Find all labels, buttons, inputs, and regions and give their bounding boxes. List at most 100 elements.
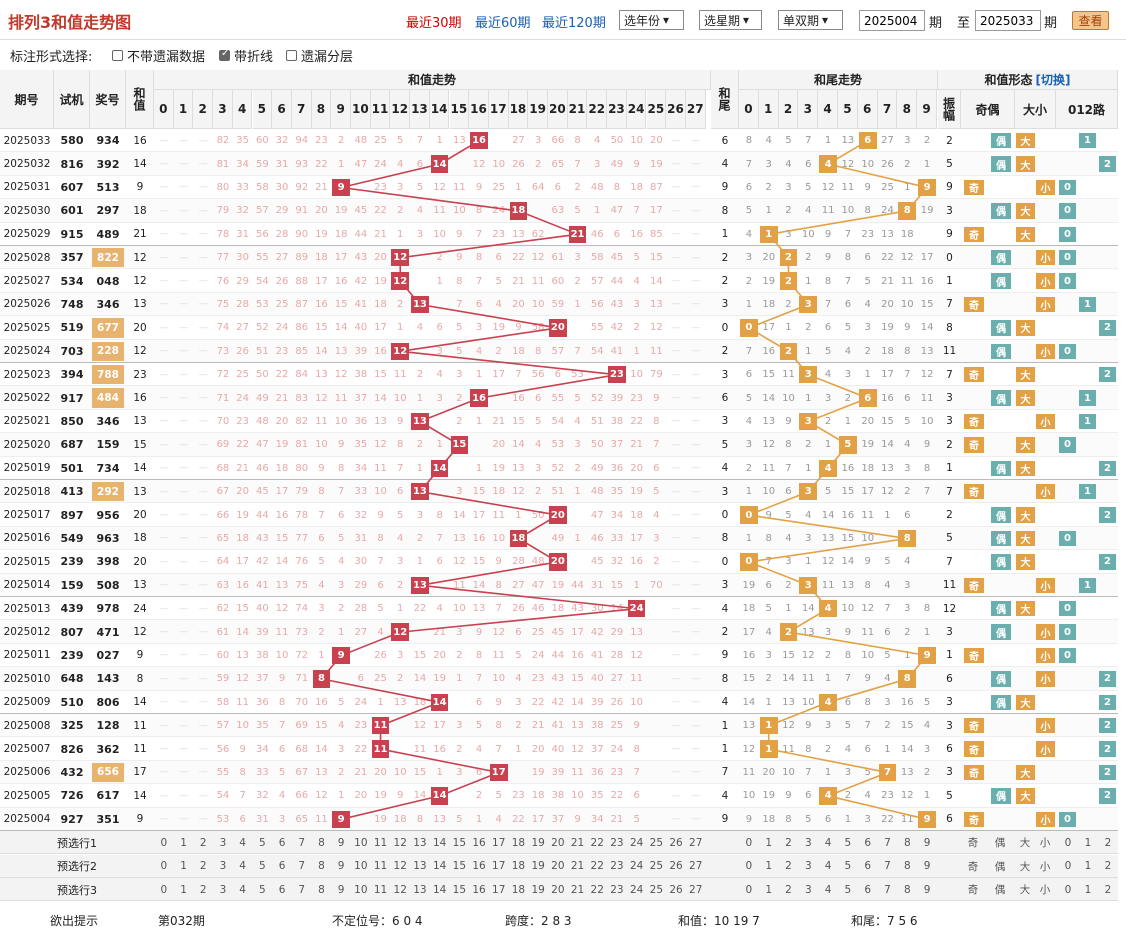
- option-layered[interactable]: 遗漏分层: [286, 46, 353, 65]
- preselect-sum-option[interactable]: 12: [393, 836, 407, 849]
- preselect-tail-option[interactable]: 4: [824, 883, 832, 896]
- preselect-tail-option[interactable]: 6: [864, 836, 872, 849]
- preselect-tail-option[interactable]: 7: [884, 883, 891, 896]
- preselect-sum-option[interactable]: 27: [689, 860, 703, 872]
- preselect-sum-option[interactable]: 9: [337, 883, 345, 896]
- preselect-sum-option[interactable]: 2: [199, 883, 207, 896]
- preselect-form-option[interactable]: 偶: [994, 860, 1006, 873]
- preselect-tail-option[interactable]: 6: [864, 883, 872, 896]
- preselect-tail-option[interactable]: 2: [785, 836, 792, 849]
- checkbox-polyline[interactable]: [219, 48, 230, 61]
- preselect-form-option[interactable]: 小: [1039, 860, 1051, 873]
- preselect-form-option[interactable]: 小: [1039, 837, 1051, 849]
- preselect-sum-option[interactable]: 0: [160, 860, 168, 872]
- preselect-form-option[interactable]: 奇: [967, 884, 979, 896]
- preselect-sum-option[interactable]: 2: [199, 836, 207, 849]
- preselect-sum-option[interactable]: 27: [689, 836, 703, 849]
- preselect-tail-option[interactable]: 5: [844, 883, 852, 896]
- preselect-sum-option[interactable]: 6: [278, 836, 286, 849]
- preselect-sum-option[interactable]: 24: [629, 860, 644, 872]
- recent-120-link[interactable]: 最近120期: [542, 16, 606, 31]
- checkbox-no-missing[interactable]: [112, 50, 123, 61]
- preselect-sum-option[interactable]: 22: [590, 860, 604, 872]
- preselect-sum-option[interactable]: 13: [413, 836, 427, 849]
- preselect-sum-option[interactable]: 9: [337, 860, 345, 872]
- preselect-sum-option[interactable]: 11: [373, 860, 388, 872]
- preselect-tail-option[interactable]: 3: [804, 860, 812, 872]
- option-polyline[interactable]: 带折线: [219, 46, 273, 65]
- preselect-sum-option[interactable]: 23: [610, 883, 624, 896]
- preselect-tail-option[interactable]: 3: [804, 836, 812, 849]
- preselect-form-option[interactable]: 1: [1084, 836, 1092, 849]
- preselect-sum-option[interactable]: 19: [531, 836, 545, 849]
- preselect-sum-option[interactable]: 17: [492, 883, 506, 896]
- preselect-tail-option[interactable]: 8: [903, 883, 911, 896]
- preselect-sum-option[interactable]: 1: [180, 836, 187, 849]
- preselect-sum-option[interactable]: 25: [649, 860, 664, 872]
- preselect-sum-option[interactable]: 20: [551, 860, 565, 872]
- preselect-sum-option[interactable]: 13: [413, 883, 427, 896]
- preselect-tail-option[interactable]: 4: [824, 860, 832, 872]
- preselect-form-option[interactable]: 大: [1019, 837, 1031, 849]
- preselect-form-option[interactable]: 2: [1104, 860, 1112, 872]
- preselect-sum-option[interactable]: 8: [318, 860, 325, 872]
- preselect-sum-option[interactable]: 0: [160, 883, 168, 896]
- preselect-sum-option[interactable]: 9: [337, 836, 345, 849]
- preselect-form-option[interactable]: 2: [1104, 883, 1112, 896]
- preselect-sum-option[interactable]: 24: [629, 883, 644, 896]
- preselect-sum-option[interactable]: 11: [373, 883, 388, 896]
- preselect-tail-option[interactable]: 7: [884, 836, 891, 849]
- preselect-form-option[interactable]: 1: [1084, 860, 1092, 872]
- checkbox-layered[interactable]: [286, 50, 297, 61]
- preselect-sum-option[interactable]: 2: [199, 860, 207, 872]
- preselect-sum-option[interactable]: 21: [570, 836, 585, 849]
- preselect-sum-option[interactable]: 10: [354, 860, 368, 872]
- preselect-sum-option[interactable]: 17: [492, 836, 506, 849]
- preselect-sum-option[interactable]: 11: [373, 836, 388, 849]
- preselect-tail-option[interactable]: 9: [923, 883, 931, 896]
- preselect-sum-option[interactable]: 20: [551, 836, 565, 849]
- preselect-tail-option[interactable]: 5: [844, 836, 852, 849]
- weekday-select[interactable]: 选星期 ▾: [699, 10, 762, 30]
- preselect-sum-option[interactable]: 24: [629, 836, 644, 849]
- option-no-missing[interactable]: 不带遗漏数据: [112, 46, 205, 65]
- preselect-sum-option[interactable]: 12: [393, 883, 407, 896]
- view-button[interactable]: 查看: [1072, 11, 1109, 30]
- preselect-sum-option[interactable]: 19: [531, 883, 545, 896]
- preselect-sum-option[interactable]: 0: [160, 836, 168, 849]
- preselect-sum-option[interactable]: 26: [669, 836, 683, 849]
- header-period[interactable]: 期号: [0, 70, 54, 129]
- preselect-form-option[interactable]: 大: [1019, 884, 1031, 896]
- preselect-sum-option[interactable]: 14: [432, 836, 447, 849]
- preselect-sum-option[interactable]: 12: [393, 860, 407, 872]
- preselect-sum-option[interactable]: 3: [219, 883, 227, 896]
- preselect-sum-option[interactable]: 18: [511, 883, 526, 896]
- preselect-sum-option[interactable]: 5: [259, 836, 266, 849]
- preselect-sum-option[interactable]: 8: [318, 836, 325, 849]
- preselect-tail-option[interactable]: 8: [903, 860, 911, 872]
- preselect-form-option[interactable]: 奇: [967, 860, 979, 873]
- preselect-sum-option[interactable]: 7: [298, 883, 306, 896]
- preselect-sum-option[interactable]: 21: [570, 860, 585, 872]
- preselect-sum-option[interactable]: 10: [354, 883, 368, 896]
- preselect-tail-option[interactable]: 9: [923, 836, 931, 849]
- preselect-tail-option[interactable]: 3: [804, 883, 812, 896]
- preselect-sum-option[interactable]: 4: [239, 860, 246, 872]
- to-period-input[interactable]: [975, 10, 1041, 31]
- switch-link[interactable]: [切换]: [1035, 73, 1071, 87]
- preselect-tail-option[interactable]: 1: [765, 836, 773, 849]
- preselect-tail-option[interactable]: 2: [785, 860, 792, 872]
- preselect-sum-option[interactable]: 23: [610, 860, 624, 872]
- preselect-sum-option[interactable]: 8: [318, 883, 325, 896]
- preselect-sum-option[interactable]: 25: [649, 883, 664, 896]
- preselect-tail-option[interactable]: 4: [824, 836, 832, 849]
- preselect-sum-option[interactable]: 13: [413, 860, 427, 872]
- preselect-sum-option[interactable]: 15: [452, 883, 467, 896]
- preselect-form-option[interactable]: 1: [1084, 883, 1092, 896]
- preselect-form-option[interactable]: 0: [1064, 836, 1072, 849]
- preselect-sum-option[interactable]: 26: [669, 883, 683, 896]
- preselect-sum-option[interactable]: 23: [610, 836, 624, 849]
- preselect-form-option[interactable]: 2: [1104, 836, 1112, 849]
- preselect-form-option[interactable]: 偶: [994, 884, 1006, 896]
- preselect-sum-option[interactable]: 18: [511, 836, 526, 849]
